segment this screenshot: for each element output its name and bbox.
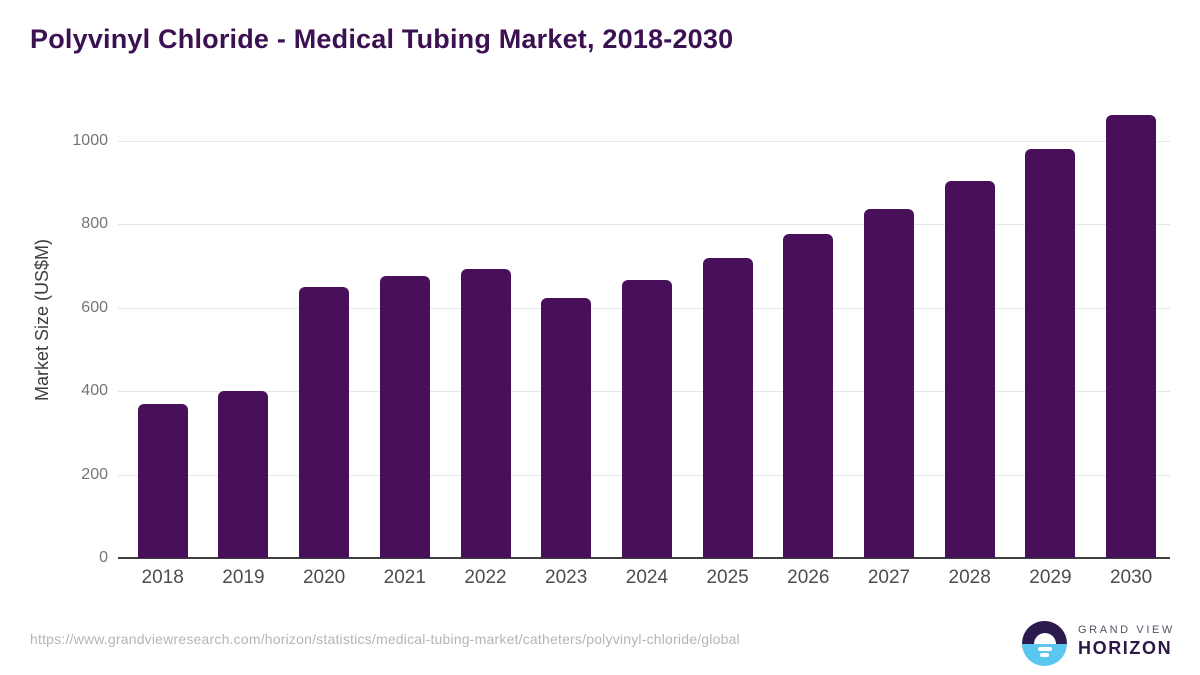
source-url[interactable]: https://www.grandviewresearch.com/horizo… <box>30 631 740 647</box>
x-tick-label-2019: 2019 <box>222 567 265 588</box>
x-axis-line <box>118 557 1170 559</box>
x-tick-label-2022: 2022 <box>464 567 507 588</box>
x-tick-label-2027: 2027 <box>867 567 911 588</box>
grand-view-horizon-logo: GRAND VIEW HORIZON <box>1022 620 1172 667</box>
gridline-800 <box>118 224 1170 226</box>
x-tick-label-2030: 2030 <box>1109 567 1153 588</box>
y-tick-label-400: 400 <box>81 382 108 400</box>
logo-brand-line: GRAND VIEW <box>1078 624 1175 636</box>
bar-2030 <box>1106 114 1157 558</box>
bar-2022 <box>460 269 511 558</box>
bar-2027 <box>864 208 914 558</box>
bar-2019 <box>218 391 269 558</box>
sun-dome-icon <box>1033 632 1056 644</box>
y-axis-title: Market Size (US$M) <box>32 238 52 402</box>
y-tick-label-800: 800 <box>81 215 108 233</box>
bar-2021 <box>379 276 430 558</box>
bar-2024 <box>621 279 672 558</box>
x-tick-label-2020: 2020 <box>302 567 346 588</box>
y-tick-label-0: 0 <box>99 549 108 566</box>
logo-product-line: HORIZON <box>1078 638 1173 658</box>
bar-2018 <box>137 403 188 558</box>
x-tick-label-2028: 2028 <box>948 567 991 588</box>
x-tick-label-2025: 2025 <box>706 567 749 588</box>
bar-2026 <box>783 234 834 558</box>
chart-title: Polyvinyl Chloride - Medical Tubing Mark… <box>30 24 734 54</box>
bar-2029 <box>1025 149 1076 558</box>
x-tick-label-2023: 2023 <box>545 567 588 588</box>
x-tick-label-2021: 2021 <box>383 567 426 588</box>
x-tick-label-2018: 2018 <box>141 567 184 588</box>
sun-reflection-bar-1 <box>1037 647 1052 651</box>
x-tick-label-2029: 2029 <box>1029 567 1072 588</box>
bar-2023 <box>541 297 592 558</box>
gridline-1000 <box>118 141 1170 142</box>
horizon-sun-icon <box>1022 621 1067 666</box>
y-tick-label-1000: 1000 <box>72 132 108 149</box>
bar-2025 <box>702 258 753 558</box>
bar-2028 <box>944 181 995 558</box>
sun-reflection-bar-2 <box>1040 653 1049 657</box>
bar-2020 <box>299 286 350 558</box>
x-tick-label-2026: 2026 <box>787 567 830 588</box>
logo-text: GRAND VIEW HORIZON <box>1078 624 1175 659</box>
y-tick-label-200: 200 <box>81 465 108 483</box>
logo-sky-half <box>1022 621 1067 644</box>
x-tick-label-2024: 2024 <box>625 567 669 588</box>
y-tick-label-600: 600 <box>81 298 108 316</box>
